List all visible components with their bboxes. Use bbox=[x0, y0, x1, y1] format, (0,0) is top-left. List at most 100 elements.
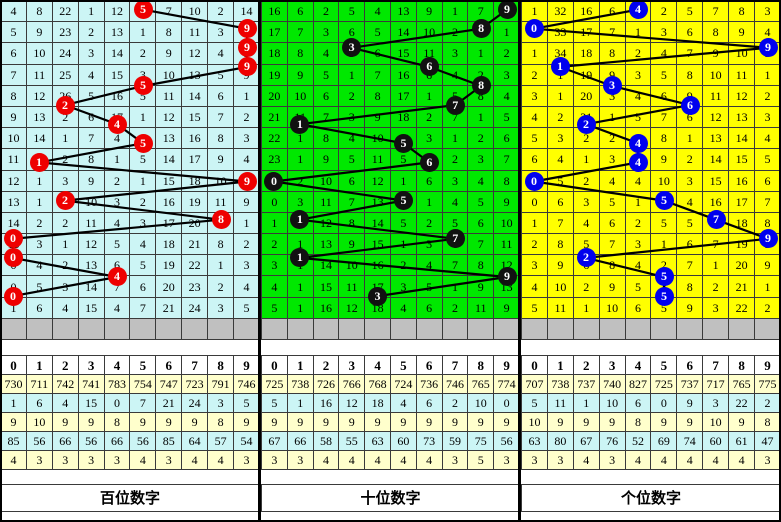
draw-marker-ball[interactable]: 5 bbox=[393, 133, 413, 153]
grid-cell: 11 bbox=[702, 84, 730, 107]
draw-marker-ball[interactable]: 7 bbox=[706, 210, 726, 230]
column-header-cell[interactable]: 8 bbox=[207, 355, 235, 375]
draw-marker-ball[interactable]: 5 bbox=[133, 133, 153, 153]
draw-marker-ball[interactable]: 9 bbox=[497, 0, 517, 20]
grid-cell: 4 bbox=[233, 275, 260, 298]
column-header-cell[interactable]: 6 bbox=[155, 355, 183, 375]
draw-marker-ball[interactable]: 4 bbox=[107, 267, 127, 287]
grid-cell: 2 bbox=[624, 211, 652, 235]
column-header-cell[interactable]: 7 bbox=[702, 355, 730, 375]
draw-marker-ball[interactable]: 5 bbox=[133, 0, 153, 20]
column-header-cell[interactable]: 3 bbox=[77, 355, 105, 375]
column-header-cell[interactable]: 9 bbox=[493, 355, 520, 375]
column-header-cell[interactable]: 1 bbox=[25, 355, 53, 375]
column-header-cell[interactable]: 0 bbox=[0, 355, 27, 375]
table-row: 41151117351913 bbox=[261, 275, 520, 298]
column-header-cell[interactable]: 4 bbox=[624, 355, 652, 375]
stat-missing-cell: 6 bbox=[25, 393, 53, 413]
grid-cell: 7 bbox=[598, 21, 626, 44]
grid-cell: 9 bbox=[0, 105, 27, 129]
draw-marker-ball[interactable]: 9 bbox=[237, 38, 257, 58]
column-header-cell[interactable]: 4 bbox=[364, 355, 391, 375]
column-header-cell[interactable]: 7 bbox=[441, 355, 469, 375]
stat-avg-missing-cell: 64 bbox=[181, 431, 209, 451]
column-header-cell[interactable]: 7 bbox=[181, 355, 209, 375]
grid-cell: 1 bbox=[261, 211, 288, 235]
grid-cell: 2 bbox=[624, 42, 652, 65]
draw-marker-ball[interactable]: 9 bbox=[758, 38, 778, 58]
grid-cell: 20 bbox=[261, 84, 288, 107]
column-header-cell[interactable]: 4 bbox=[103, 355, 131, 375]
grid-cell bbox=[233, 317, 260, 341]
draw-marker-ball[interactable]: 7 bbox=[445, 229, 465, 249]
draw-marker-ball[interactable]: 4 bbox=[628, 152, 648, 172]
column-header-cell[interactable]: 6 bbox=[415, 355, 443, 375]
column-header-cell[interactable]: 3 bbox=[338, 355, 366, 375]
grid-cell: 23 bbox=[51, 21, 79, 44]
column-header-cell[interactable]: 0 bbox=[521, 355, 548, 375]
draw-marker-ball[interactable]: 5 bbox=[654, 286, 674, 306]
draw-marker-ball[interactable]: 2 bbox=[576, 248, 596, 268]
column-header-cell[interactable]: 0 bbox=[261, 355, 288, 375]
column-header-cell[interactable]: 9 bbox=[754, 355, 781, 375]
grid-cell: 10 bbox=[598, 296, 626, 319]
table-row: 91326171121572 bbox=[0, 105, 260, 129]
draw-marker-ball[interactable]: 5 bbox=[654, 267, 674, 287]
draw-marker-ball[interactable]: 2 bbox=[55, 95, 75, 115]
draw-marker-ball[interactable]: 5 bbox=[393, 191, 413, 211]
grid-cell: 4 bbox=[598, 169, 626, 192]
stat-total-cell: 742 bbox=[51, 374, 79, 394]
draw-marker-ball[interactable]: 4 bbox=[107, 114, 127, 134]
column-header-cell[interactable]: 2 bbox=[312, 355, 340, 375]
table-row: 61024314291249 bbox=[0, 42, 260, 65]
draw-marker-ball[interactable]: 9 bbox=[237, 171, 257, 191]
draw-marker-ball[interactable]: 1 bbox=[290, 114, 310, 134]
draw-marker-ball[interactable]: 4 bbox=[628, 133, 648, 153]
grid-cell: 2 bbox=[51, 148, 79, 171]
draw-marker-ball[interactable]: 9 bbox=[237, 57, 257, 77]
draw-marker-ball[interactable]: 8 bbox=[471, 19, 491, 39]
draw-marker-ball[interactable]: 2 bbox=[576, 114, 596, 134]
draw-marker-ball[interactable]: 9 bbox=[497, 267, 517, 287]
column-header-cell[interactable]: 8 bbox=[728, 355, 756, 375]
grid-cell: 24 bbox=[181, 296, 209, 319]
column-header-cell[interactable]: 5 bbox=[389, 355, 417, 375]
draw-marker-ball[interactable]: 5 bbox=[133, 76, 153, 96]
draw-marker-ball[interactable]: 8 bbox=[471, 76, 491, 96]
column-header-cell[interactable]: 2 bbox=[51, 355, 79, 375]
column-header-cell[interactable]: 1 bbox=[286, 355, 314, 375]
column-header-cell[interactable]: 6 bbox=[676, 355, 704, 375]
column-header-cell[interactable]: 5 bbox=[650, 355, 678, 375]
draw-marker-ball[interactable]: 0 bbox=[524, 19, 544, 39]
column-header-cell[interactable]: 1 bbox=[546, 355, 574, 375]
column-header-cell[interactable]: 5 bbox=[129, 355, 157, 375]
grid-cell: 9 bbox=[702, 42, 730, 65]
column-header-cell[interactable]: 9 bbox=[233, 355, 260, 375]
draw-marker-ball[interactable]: 3 bbox=[602, 76, 622, 96]
draw-marker-ball[interactable]: 9 bbox=[237, 19, 257, 39]
draw-marker-ball[interactable]: 6 bbox=[680, 95, 700, 115]
column-header-cell[interactable]: 8 bbox=[467, 355, 495, 375]
draw-marker-ball[interactable]: 0 bbox=[3, 229, 23, 249]
draw-marker-ball[interactable]: 5 bbox=[654, 191, 674, 211]
draw-marker-ball[interactable]: 9 bbox=[758, 229, 778, 249]
grid-cell: 4 bbox=[415, 254, 443, 277]
draw-marker-ball[interactable]: 1 bbox=[550, 57, 570, 77]
grid-cell: 1 bbox=[754, 63, 781, 86]
draw-marker-ball[interactable]: 3 bbox=[368, 286, 388, 306]
grid-cell: 3 bbox=[233, 254, 260, 277]
column-header-cell[interactable]: 3 bbox=[598, 355, 626, 375]
draw-marker-ball[interactable]: 0 bbox=[3, 286, 23, 306]
draw-marker-ball[interactable]: 6 bbox=[419, 152, 439, 172]
draw-marker-ball[interactable]: 0 bbox=[3, 248, 23, 268]
column-header-cell[interactable]: 2 bbox=[572, 355, 600, 375]
grid-cell: 10 bbox=[702, 63, 730, 86]
draw-marker-ball[interactable]: 0 bbox=[524, 171, 544, 191]
grid-cell: 7 bbox=[546, 211, 574, 235]
draw-marker-ball[interactable]: 2 bbox=[55, 191, 75, 211]
draw-marker-ball[interactable]: 7 bbox=[445, 95, 465, 115]
draw-marker-ball[interactable]: 1 bbox=[29, 152, 49, 172]
grid-cell: 3 bbox=[207, 21, 235, 44]
draw-marker-ball[interactable]: 4 bbox=[628, 0, 648, 20]
draw-marker-ball[interactable]: 8 bbox=[211, 210, 231, 230]
